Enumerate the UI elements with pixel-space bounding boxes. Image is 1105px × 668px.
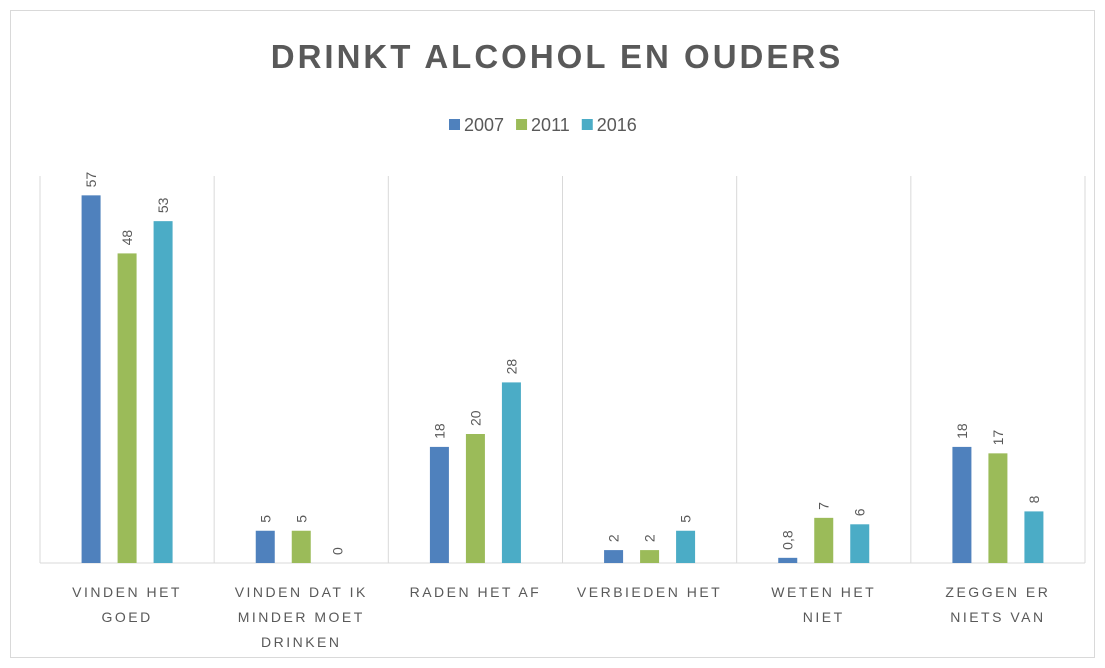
x-tick-label: WETEN HET NIET	[771, 584, 876, 625]
legend-swatch	[516, 119, 528, 130]
bar	[850, 524, 870, 563]
data-label: 18	[431, 423, 447, 439]
bar	[640, 550, 660, 563]
data-label: 6	[852, 508, 868, 516]
data-label: 48	[119, 230, 135, 246]
chart-title: DRINKT ALCOHOL EN OUDERS	[271, 38, 844, 75]
x-tick-label: ZEGGEN ER NIETS VAN	[945, 584, 1050, 625]
data-label: 57	[83, 172, 99, 188]
bar	[291, 530, 311, 563]
bar	[676, 530, 696, 563]
x-tick-label: VINDEN HET GOED	[72, 584, 182, 625]
bar	[952, 446, 972, 563]
bar	[153, 221, 173, 563]
bar	[81, 195, 101, 563]
data-label: 8	[1026, 495, 1042, 503]
data-label: 2	[642, 534, 658, 542]
bar	[465, 434, 485, 563]
data-label: 0,8	[780, 530, 796, 550]
bar	[117, 253, 137, 563]
legend-label: 2011	[531, 115, 570, 135]
data-label: 20	[467, 410, 483, 426]
data-label: 5	[257, 515, 273, 523]
legend-label: 2007	[464, 115, 504, 135]
data-label: 53	[155, 197, 171, 213]
x-tick-label: VINDEN DAT IK MINDER MOET DRINKEN	[235, 584, 368, 650]
legend: 2007 2011 2016	[449, 115, 637, 135]
legend-label: 2016	[597, 115, 637, 135]
data-label: 2	[606, 534, 622, 542]
data-label: 17	[990, 430, 1006, 446]
data-label: 5	[678, 515, 694, 523]
legend-swatch	[581, 119, 593, 130]
data-label: 18	[954, 423, 970, 439]
legend-swatch	[449, 119, 460, 130]
x-tick-label: VERBIEDEN HET	[577, 584, 722, 600]
bar	[501, 382, 521, 563]
data-label: 7	[816, 502, 832, 510]
data-label: 0	[329, 547, 345, 555]
bar	[814, 517, 834, 563]
data-label: 28	[503, 359, 519, 375]
bar	[255, 530, 275, 563]
bar	[429, 446, 449, 563]
chart-border	[10, 10, 1095, 658]
x-tick-label: RADEN HET AF	[410, 584, 542, 600]
data-label: 5	[293, 515, 309, 523]
bar	[1024, 511, 1044, 563]
bar	[604, 550, 624, 563]
bar	[988, 453, 1008, 563]
bar	[778, 557, 798, 563]
